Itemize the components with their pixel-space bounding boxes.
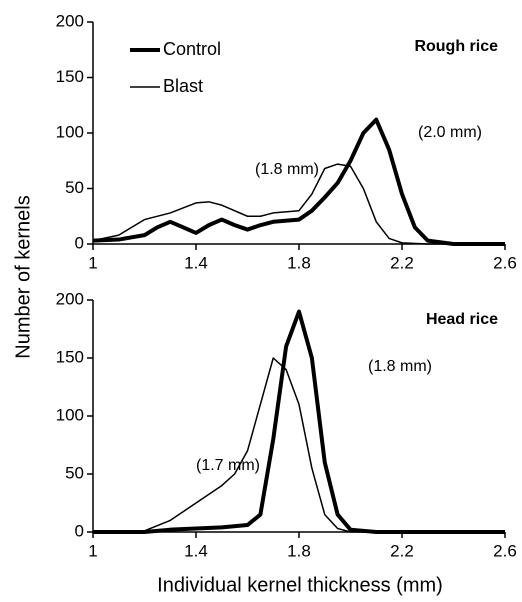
annotation: (1.7 mm) bbox=[196, 457, 260, 474]
annotation: (2.0 mm) bbox=[418, 124, 482, 141]
x-tick-label: 1.4 bbox=[184, 541, 208, 560]
annotation: (1.8 mm) bbox=[368, 358, 432, 375]
data-line bbox=[92, 163, 505, 245]
annotation: (1.8 mm) bbox=[255, 161, 319, 178]
y-tick-label: 50 bbox=[65, 178, 84, 197]
x-tick-label: 1.8 bbox=[287, 541, 311, 560]
y-tick-label: 200 bbox=[56, 289, 84, 308]
data-line bbox=[92, 117, 505, 246]
x-tick-label: 2.2 bbox=[390, 253, 414, 272]
x-tick-label: 2.2 bbox=[390, 541, 414, 560]
panel-title: Head rice bbox=[426, 311, 498, 328]
y-tick-label: 100 bbox=[56, 122, 84, 141]
x-axis-label: Individual kernel thickness (mm) bbox=[157, 574, 443, 596]
x-tick-label: 1.8 bbox=[287, 253, 311, 272]
legend-label: Control bbox=[163, 39, 221, 59]
y-tick-label: 150 bbox=[56, 347, 84, 366]
y-axis-label: Number of kernels bbox=[12, 195, 34, 358]
y-tick-label: 100 bbox=[56, 405, 84, 424]
axis bbox=[92, 22, 505, 245]
data-line bbox=[92, 357, 505, 533]
x-tick-label: 1 bbox=[88, 253, 97, 272]
x-tick-label: 2.6 bbox=[493, 541, 517, 560]
y-tick-label: 200 bbox=[56, 11, 84, 30]
y-tick-label: 150 bbox=[56, 67, 84, 86]
x-tick-label: 1.4 bbox=[184, 253, 208, 272]
panel-title: Rough rice bbox=[414, 38, 498, 55]
y-tick-label: 50 bbox=[65, 463, 84, 482]
data-line bbox=[93, 309, 505, 534]
x-tick-label: 1 bbox=[88, 541, 97, 560]
axis bbox=[92, 300, 505, 533]
y-tick-label: 0 bbox=[75, 521, 84, 540]
legend-label: Blast bbox=[163, 76, 203, 96]
x-tick-label: 2.6 bbox=[493, 253, 517, 272]
y-tick-label: 0 bbox=[75, 233, 84, 252]
